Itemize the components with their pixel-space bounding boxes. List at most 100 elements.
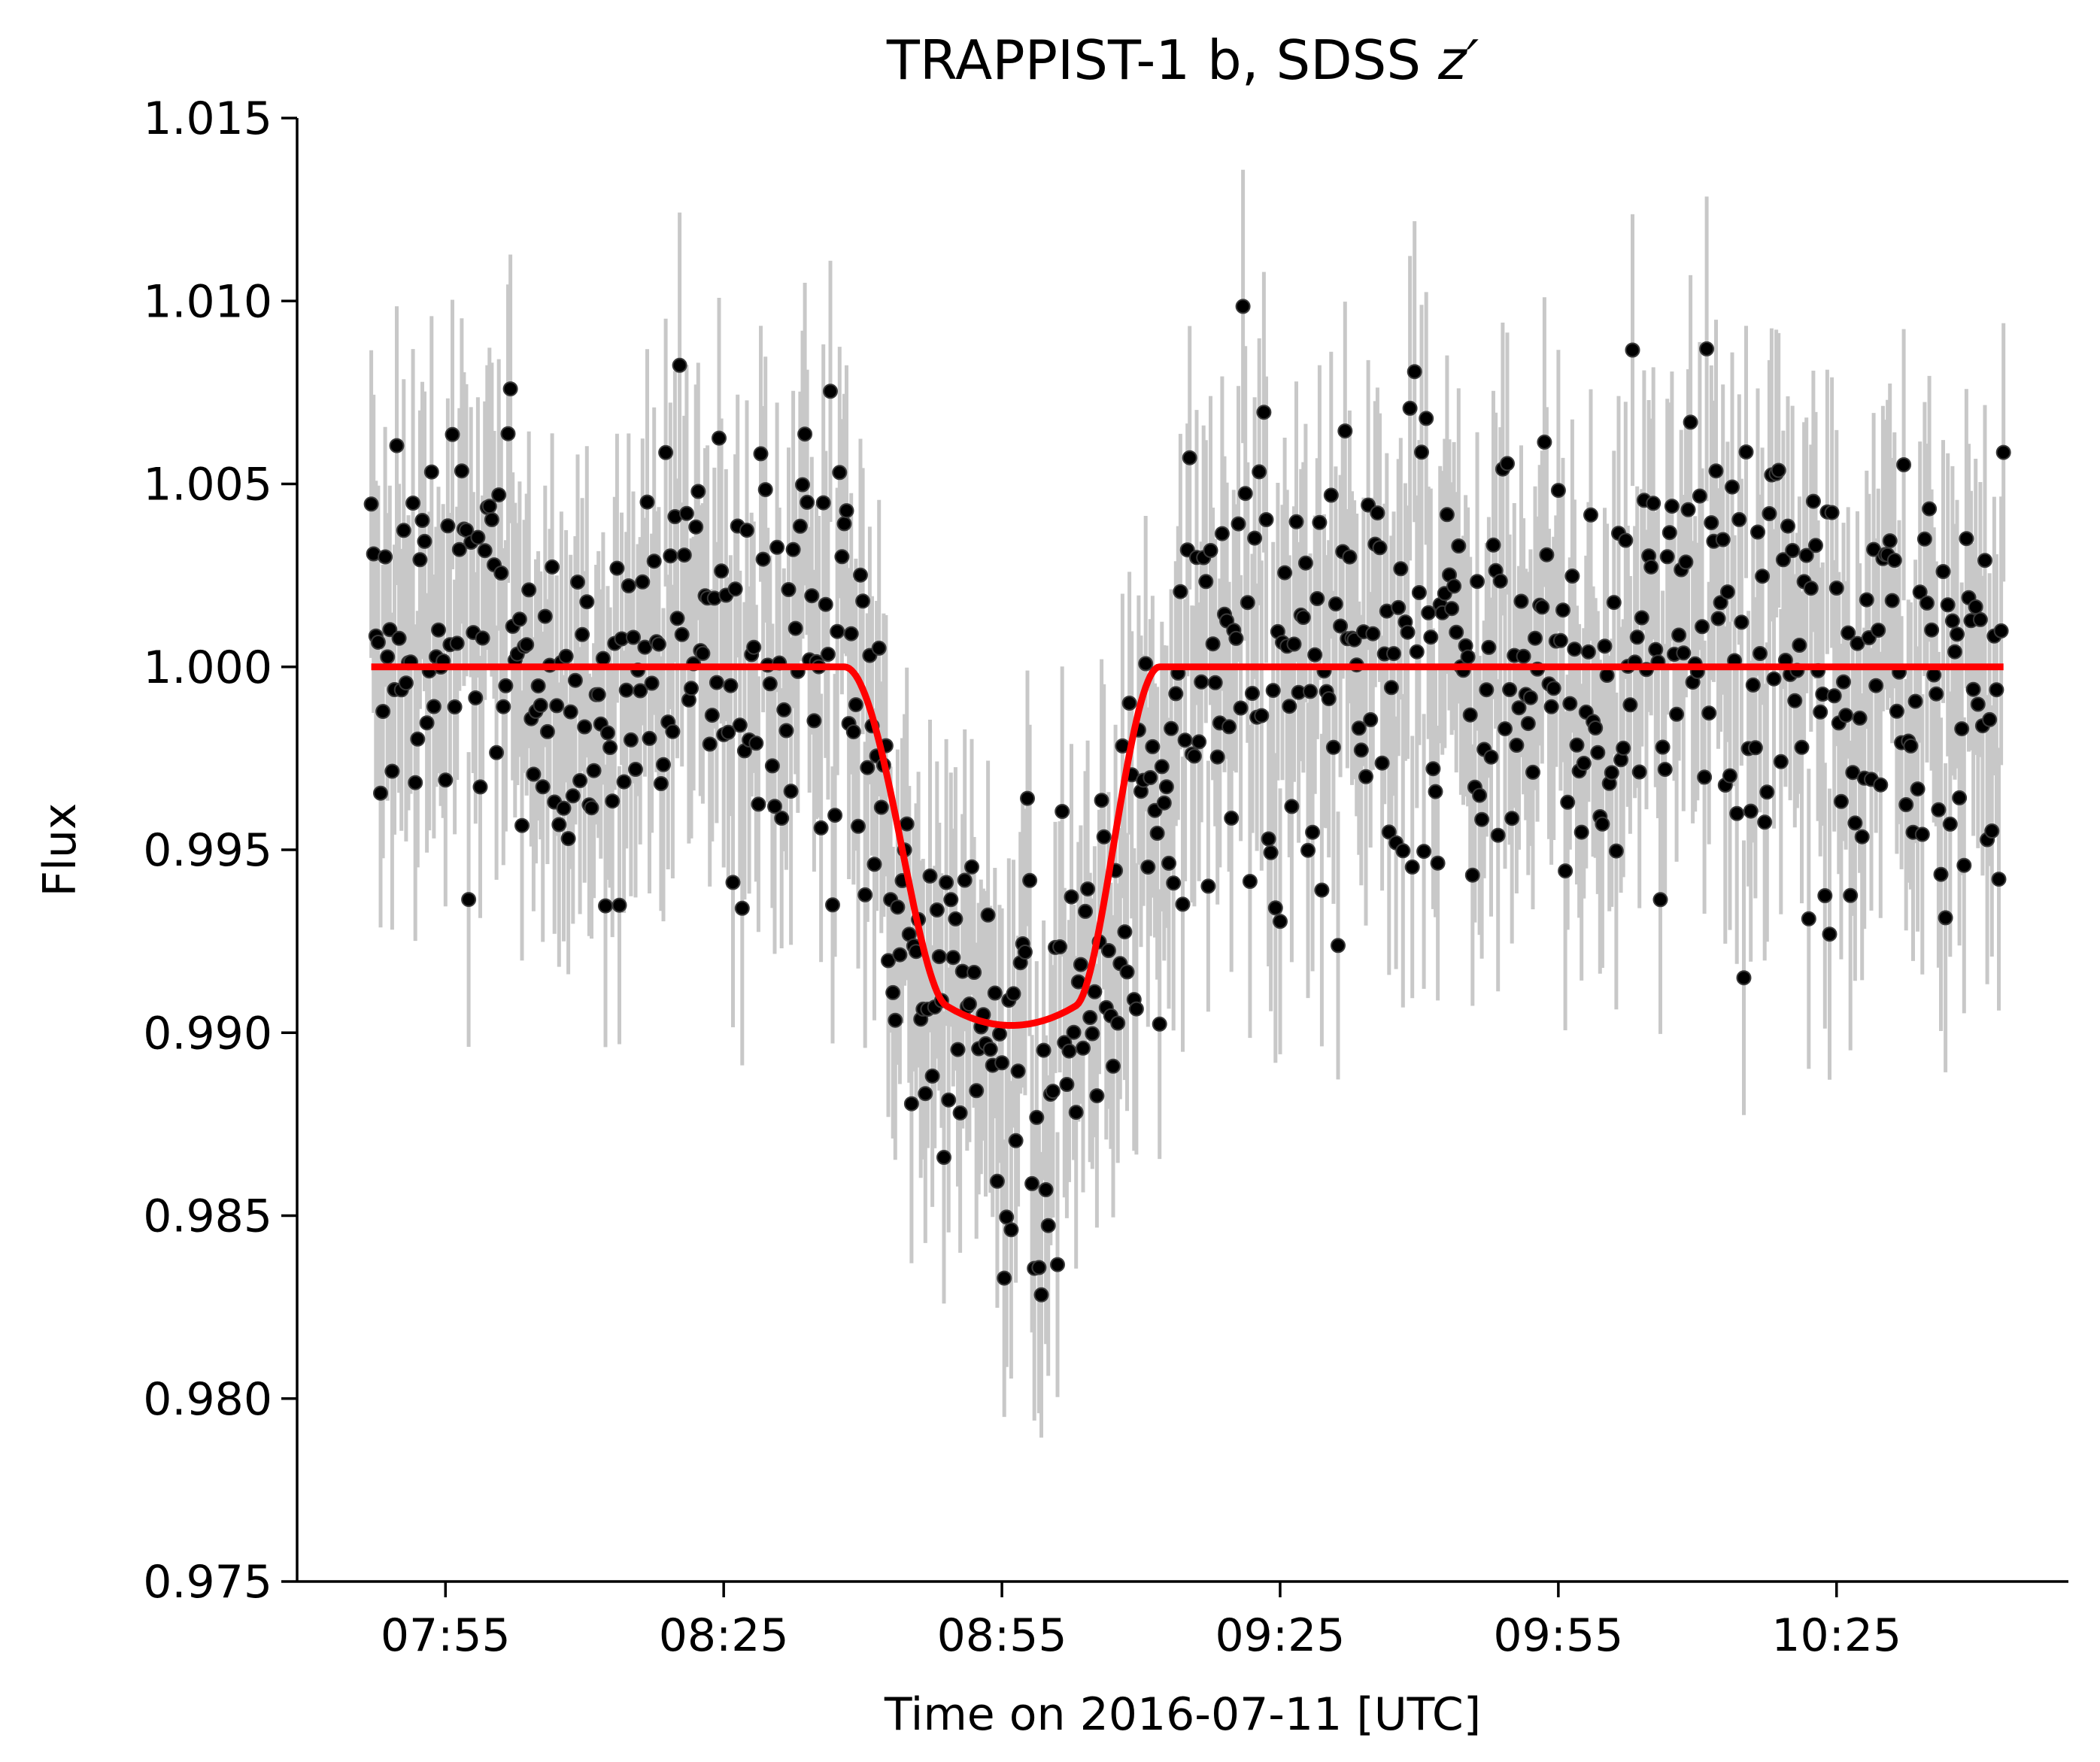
- data-point: [590, 687, 606, 702]
- data-point: [769, 539, 785, 555]
- data-point: [1490, 827, 1506, 843]
- data-point: [957, 872, 973, 888]
- data-point: [384, 763, 400, 779]
- data-point: [575, 626, 590, 642]
- data-point: [941, 1092, 957, 1108]
- data-point: [1828, 581, 1844, 596]
- data-point: [969, 1083, 985, 1099]
- data-point: [1395, 843, 1411, 859]
- data-point: [1991, 872, 2007, 887]
- data-point: [1678, 554, 1694, 570]
- data-point: [751, 796, 766, 812]
- data-point: [1353, 742, 1369, 758]
- data-point: [1224, 810, 1240, 826]
- data-point: [1428, 784, 1443, 799]
- data-point: [1924, 622, 1940, 638]
- data-point: [1731, 511, 1747, 527]
- data-point: [987, 985, 1003, 1001]
- data-point: [1214, 526, 1230, 541]
- data-point: [825, 897, 840, 913]
- data-point: [757, 482, 773, 498]
- data-point: [1850, 635, 1865, 651]
- data-point: [1024, 1175, 1040, 1191]
- data-point: [792, 518, 808, 534]
- data-point: [1003, 1222, 1019, 1238]
- data-point: [857, 887, 873, 902]
- data-point: [491, 487, 507, 503]
- data-point: [405, 496, 421, 511]
- data-point: [1010, 1063, 1026, 1079]
- chart-title-text: TRAPPIST-1 b, SDSS: [886, 29, 1421, 92]
- data-point: [1520, 716, 1536, 732]
- data-point: [813, 820, 829, 836]
- data-point: [1725, 479, 1740, 495]
- data-point: [774, 811, 790, 826]
- data-point: [1743, 803, 1759, 819]
- data-point: [1704, 515, 1719, 531]
- data-point: [1661, 525, 1677, 541]
- data-point: [363, 496, 379, 512]
- data-point: [396, 523, 411, 538]
- data-point: [1472, 787, 1488, 803]
- y-tick-label: 1.000: [143, 641, 272, 694]
- data-point: [595, 651, 611, 666]
- data-point: [1854, 829, 1870, 845]
- data-point: [605, 793, 621, 809]
- data-point: [888, 1012, 903, 1028]
- data-point: [1569, 737, 1585, 753]
- data-point: [1950, 626, 1965, 642]
- data-point: [560, 831, 576, 847]
- data-point: [1498, 721, 1513, 737]
- data-point: [600, 725, 615, 741]
- data-point: [1082, 1010, 1098, 1025]
- data-point: [695, 645, 711, 661]
- data-point: [1228, 630, 1244, 646]
- data-point: [1351, 720, 1367, 736]
- data-point: [1808, 538, 1823, 553]
- data-point: [1207, 675, 1223, 690]
- data-point: [1110, 1015, 1126, 1031]
- data-point: [1847, 815, 1863, 831]
- data-point: [797, 426, 813, 442]
- data-point: [1439, 507, 1455, 523]
- data-point: [1954, 721, 1970, 737]
- data-point: [1982, 711, 1998, 727]
- data-point: [795, 477, 810, 493]
- data-point: [1386, 646, 1401, 662]
- data-point: [1284, 799, 1300, 814]
- data-point: [1409, 644, 1425, 660]
- data-point: [1089, 1088, 1105, 1104]
- data-point: [967, 965, 982, 980]
- x-tick-label: 07:55: [381, 1609, 511, 1662]
- data-point: [727, 581, 743, 597]
- data-point: [1309, 591, 1325, 606]
- data-point: [389, 438, 405, 453]
- data-point: [1956, 857, 1972, 873]
- data-point: [1657, 762, 1673, 778]
- data-point: [1407, 364, 1422, 380]
- data-point: [1785, 543, 1801, 558]
- data-point: [1597, 638, 1613, 654]
- data-point: [1803, 581, 1819, 596]
- data-point: [616, 774, 632, 790]
- data-point: [475, 630, 490, 646]
- data-point: [1500, 456, 1515, 472]
- data-point: [408, 775, 423, 790]
- data-point: [1233, 700, 1249, 716]
- data-point: [1898, 797, 1914, 812]
- data-point: [440, 518, 456, 534]
- data-point: [1646, 496, 1661, 511]
- data-point: [871, 640, 887, 656]
- data-point: [1173, 584, 1188, 599]
- data-point: [1029, 1109, 1045, 1125]
- data-point: [1307, 647, 1323, 663]
- data-point: [1794, 739, 1810, 755]
- data-point: [419, 715, 435, 731]
- data-point: [1483, 749, 1499, 765]
- data-point: [684, 681, 699, 696]
- data-point: [1984, 823, 2000, 839]
- data-point: [380, 649, 396, 665]
- data-point: [1080, 881, 1096, 897]
- data-point: [936, 1150, 951, 1165]
- data-point: [373, 785, 388, 801]
